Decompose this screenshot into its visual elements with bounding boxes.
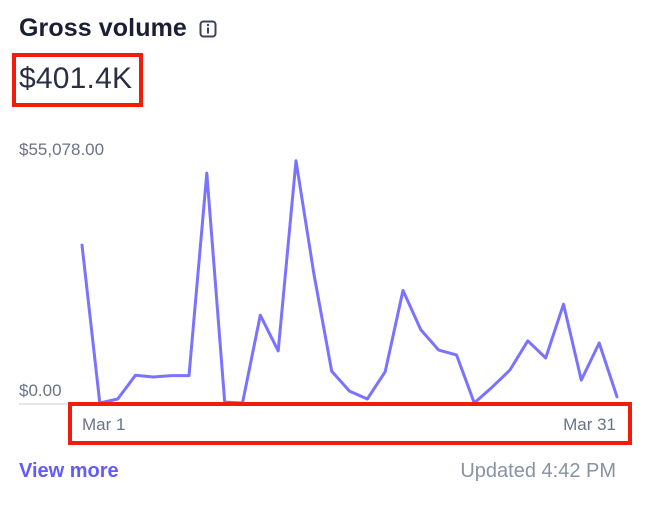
- y-axis-min-label: $0.00: [19, 381, 62, 400]
- x-axis-end-label: Mar 31: [563, 415, 616, 434]
- y-axis-max-label: $55,078.00: [19, 140, 105, 159]
- info-icon[interactable]: [199, 20, 217, 38]
- x-axis-highlight-box: [68, 402, 632, 445]
- updated-timestamp: Updated 4:42 PM: [460, 460, 616, 482]
- widget-title: Gross volume: [19, 14, 187, 42]
- series-line: [80, 159, 619, 405]
- widget-header: Gross volume: [19, 14, 217, 43]
- x-axis-start-label: Mar 1: [82, 415, 126, 434]
- amount-highlight-box: [12, 53, 143, 107]
- gross-volume-amount: $401.4K: [19, 62, 133, 95]
- view-more-link[interactable]: View more: [19, 460, 119, 482]
